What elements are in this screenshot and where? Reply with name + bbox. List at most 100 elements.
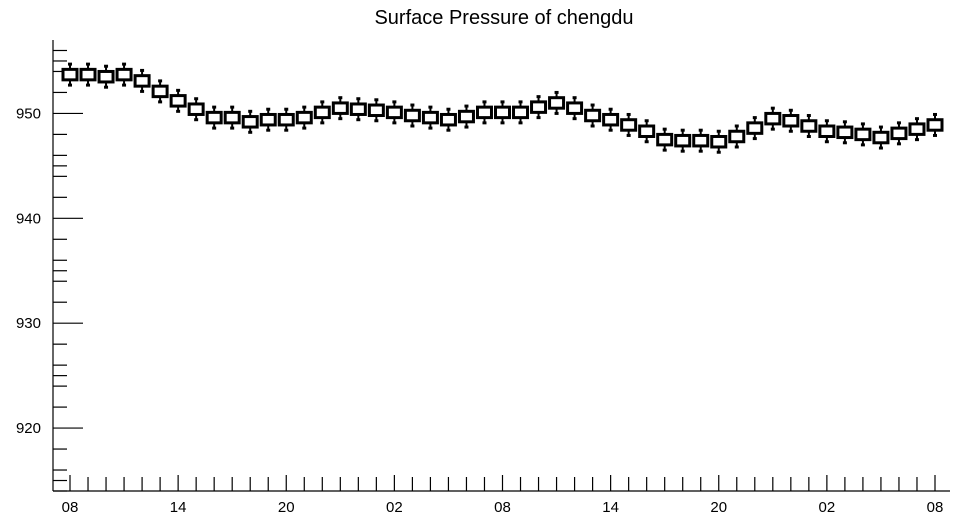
box-body xyxy=(439,112,457,127)
x-tick-label: 02 xyxy=(819,499,836,516)
x-tick-label: 20 xyxy=(278,499,295,516)
x-tick-label: 20 xyxy=(710,499,727,516)
box-body xyxy=(331,101,349,115)
box-plot xyxy=(746,116,764,141)
box-body xyxy=(241,115,259,129)
box-body xyxy=(457,109,475,124)
box-body xyxy=(187,102,205,116)
box-body xyxy=(782,114,800,128)
box-body xyxy=(494,105,511,120)
x-tick-label: 14 xyxy=(170,499,187,516)
box-body xyxy=(800,119,818,133)
box-body xyxy=(692,133,710,148)
x-tick-label: 08 xyxy=(927,499,944,516)
box-body xyxy=(79,67,97,82)
box-plot xyxy=(908,117,926,142)
box-body xyxy=(277,112,295,127)
y-tick-label: 940 xyxy=(16,210,41,227)
box-plot xyxy=(421,105,439,130)
box-plot xyxy=(277,107,295,132)
box-plot xyxy=(259,107,277,132)
box-plot xyxy=(872,125,890,150)
box-body xyxy=(385,105,403,120)
box-plot xyxy=(313,100,331,125)
y-tick-label: 930 xyxy=(16,315,41,332)
box-body xyxy=(151,84,169,99)
box-plot xyxy=(638,119,656,144)
box-plot xyxy=(782,108,800,133)
box-plot xyxy=(115,62,133,87)
box-body xyxy=(295,110,313,125)
box-body xyxy=(674,133,692,148)
box-plot xyxy=(133,68,151,93)
box-body xyxy=(818,124,836,138)
box-body xyxy=(620,118,638,132)
box-plot xyxy=(764,106,782,131)
box-body xyxy=(512,105,530,120)
box-plot xyxy=(926,112,944,137)
box-plot xyxy=(385,100,403,125)
y-tick-label: 950 xyxy=(16,105,41,122)
box-body xyxy=(746,121,764,135)
box-plot xyxy=(854,122,872,147)
box-body xyxy=(259,112,277,127)
box-plot xyxy=(566,96,584,121)
box-plot xyxy=(169,88,187,113)
box-body xyxy=(349,102,367,116)
box-series xyxy=(61,62,944,154)
x-tick-label: 08 xyxy=(494,499,511,516)
y-tick-label: 920 xyxy=(16,420,41,437)
box-plot xyxy=(61,62,79,87)
box-plot xyxy=(79,62,97,87)
box-plot xyxy=(710,129,728,154)
box-plot xyxy=(836,120,854,145)
box-body xyxy=(61,67,79,82)
box-body xyxy=(205,110,223,125)
box-plot xyxy=(97,64,115,89)
box-plot xyxy=(674,128,692,153)
box-body xyxy=(602,112,620,127)
box-plot xyxy=(530,95,548,120)
box-plot xyxy=(494,100,511,125)
box-body xyxy=(169,94,187,108)
box-body xyxy=(367,103,385,118)
box-plot xyxy=(403,103,421,128)
box-body xyxy=(926,118,944,132)
x-tick-label: 02 xyxy=(386,499,403,516)
box-body xyxy=(421,110,439,125)
box-body xyxy=(566,101,584,115)
x-axis: 08 14 20 02 08 14 20 02 08 xyxy=(62,475,944,516)
box-plot xyxy=(241,109,259,134)
chart-title: Surface Pressure of chengdu xyxy=(374,7,633,29)
box-plot xyxy=(205,105,223,130)
box-body xyxy=(728,129,746,144)
box-plot xyxy=(349,97,367,122)
box-plot xyxy=(692,128,710,153)
box-plot xyxy=(457,104,475,129)
box-plot xyxy=(223,105,241,130)
box-plot xyxy=(728,124,746,149)
box-body xyxy=(854,127,872,142)
y-axis: 920 930 940 950 xyxy=(16,49,83,492)
box-body xyxy=(313,105,331,120)
box-plot xyxy=(656,127,674,152)
box-body xyxy=(548,96,566,110)
box-body xyxy=(223,110,241,125)
box-plot xyxy=(475,100,493,125)
box-body xyxy=(475,105,493,120)
x-tick-label: 14 xyxy=(602,499,619,516)
box-body xyxy=(133,74,151,88)
box-plot xyxy=(512,100,530,125)
box-plot xyxy=(890,121,908,146)
box-plot xyxy=(584,103,602,128)
box-plot xyxy=(151,79,169,104)
box-plot xyxy=(620,112,638,137)
box-body xyxy=(403,108,421,123)
box-plot xyxy=(331,96,349,121)
box-body xyxy=(530,100,548,114)
box-body xyxy=(710,134,728,149)
box-body xyxy=(584,108,602,123)
box-body xyxy=(656,132,674,147)
box-plot xyxy=(818,119,836,144)
